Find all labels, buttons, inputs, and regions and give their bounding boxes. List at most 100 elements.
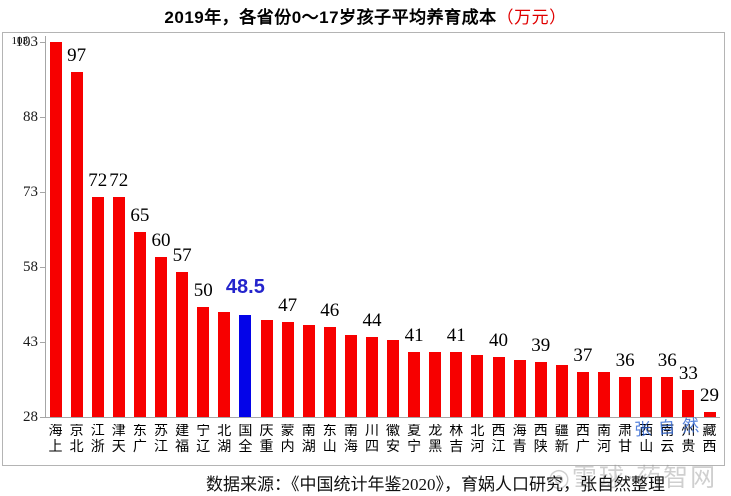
bar-value-label: 60 [151,230,171,251]
x-axis-label: 山西 [639,424,654,455]
bar [555,364,568,417]
bar-value-label: 29 [700,385,719,406]
y-tick-mark [40,117,45,118]
bar [112,197,125,417]
x-axis-line [45,417,720,418]
bar [49,42,62,417]
bar [218,312,231,417]
x-axis-label: 湖南 [301,424,316,455]
bar [155,257,167,417]
x-axis-label: 江西 [491,424,506,455]
bar [513,359,526,417]
bar [703,412,716,417]
bar-value-label: 103 [11,35,29,47]
bar [366,337,378,417]
bar-value-label: 57 [172,245,192,266]
bar [197,307,210,417]
y-tick-mark [40,42,45,43]
y-axis-line [45,36,46,418]
x-axis-label: 海南 [343,424,358,455]
bar-value-label: 97 [67,45,87,66]
chart-title-main: 2019年，各省份0～17岁孩子平均养育成本 [164,8,497,27]
x-axis-label: 陕西 [533,424,548,455]
y-tick-label: 103 [15,34,39,50]
bar-value-label: 65 [130,205,150,226]
bar [661,377,674,417]
bar-value-label: 41 [404,325,424,346]
bar-value-label: 44 [362,310,382,331]
chart-title-unit: （万元） [496,8,567,27]
x-axis-label: 广东 [132,424,147,455]
bar-value-label: 33 [678,362,698,384]
bar [619,377,632,417]
bar [70,72,83,417]
x-axis-label: 青海 [512,424,527,455]
bar-value-label: 41 [446,325,466,346]
x-axis-label: 黑龙江 [428,424,443,455]
bar-value-label: 72 [88,170,108,191]
bar [408,352,421,417]
bar [281,322,294,417]
bar [387,339,399,417]
x-axis-label: 山东 [322,424,337,455]
x-axis-label: 贵州 [681,424,696,455]
watermark-site: ◎雪球·药智网 [548,465,718,492]
x-axis-label: 浙江 [90,424,105,455]
bar [682,389,695,417]
x-axis-label: 宁夏 [407,424,422,455]
bar [598,372,610,417]
y-tick-label: 73 [23,184,38,200]
watermark-author: 张自然 [633,415,707,440]
bar [534,362,547,417]
bar [576,372,589,417]
bar-value-label: 36 [615,350,635,371]
y-tick-mark [40,417,45,418]
x-axis-label: 全国 [238,424,253,455]
x-axis-label: 辽宁 [196,424,211,455]
bar-value-label: 37 [573,345,593,366]
x-axis-label: 吉林 [449,424,464,455]
bar [471,354,484,417]
y-tick-mark [40,192,45,193]
y-tick-label: 43 [23,334,38,350]
bar-value-label: 39 [531,335,551,356]
x-axis-label: 天津 [111,424,126,455]
y-tick-label: 28 [23,409,38,425]
x-axis-label: 北京 [69,424,84,455]
bar-value-label: 48.5 [225,275,265,298]
source-note: 数据来源：《中国统计年鉴2020》，育娲人口研究，张自然整理 [206,475,665,494]
bar [429,352,442,417]
x-axis-label: 河南 [597,424,611,455]
x-axis-label: 内蒙古 [280,424,295,455]
x-axis-label: 江苏 [154,424,168,455]
bar [176,272,189,417]
bar [492,357,505,417]
bar [344,334,357,417]
x-axis-label: 福建 [175,424,190,455]
x-axis-label: 西藏 [702,424,717,455]
y-tick-mark [40,267,45,268]
bar-value-label: 50 [193,280,213,301]
bar [640,377,653,417]
y-tick-label: 88 [23,109,38,125]
bar-value-label: 40 [489,330,508,351]
bar [450,352,463,417]
x-axis-label: 广西 [575,424,590,455]
y-tick-mark [40,342,45,343]
x-axis-label: 甘肃 [618,424,633,455]
bar [133,232,146,417]
x-axis-label: 安徽 [386,424,400,455]
bar-value-label: 46 [320,300,340,321]
bar-value-label: 47 [278,295,298,316]
bar [302,324,315,417]
x-axis-label: 河北 [470,424,485,455]
bar-value-label: 72 [109,170,129,191]
x-axis-label: 云南 [660,424,675,455]
bar-value-label: 36 [657,350,677,371]
x-axis-label: 新疆 [554,424,569,455]
y-tick-label: 58 [23,259,38,275]
bar [260,319,273,417]
x-axis-label: 重庆 [259,424,274,455]
x-axis-label: 湖北 [217,424,232,455]
